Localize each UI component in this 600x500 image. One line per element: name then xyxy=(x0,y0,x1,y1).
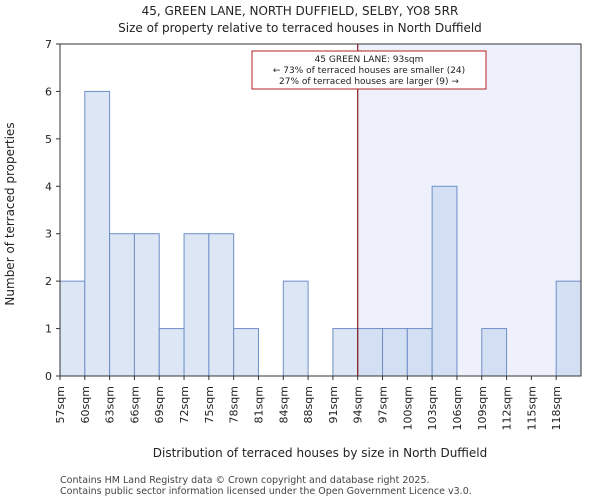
bar-60sqm xyxy=(84,90,111,377)
x-tick-label: 118sqm xyxy=(550,386,563,430)
annotation-line-1: 45 GREEN LANE: 93sqm xyxy=(315,55,424,65)
plot-frame xyxy=(59,43,582,377)
x-tick-label: 66sqm xyxy=(128,386,141,423)
larger-region-shade xyxy=(357,44,581,376)
x-tick-label: 109sqm xyxy=(476,386,489,430)
bar-103sqm xyxy=(431,185,458,377)
bar-84sqm xyxy=(282,280,309,377)
y-tick-label: 0 xyxy=(45,370,52,383)
x-tick-label: 106sqm xyxy=(451,386,464,430)
y-tick-label: 4 xyxy=(45,180,52,193)
bar-66sqm xyxy=(133,233,160,377)
y-tick-label: 1 xyxy=(45,323,52,336)
bar-109sqm xyxy=(481,328,508,377)
x-tick-label: 115sqm xyxy=(525,386,538,430)
chart-title: 45, GREEN LANE, NORTH DUFFIELD, SELBY, Y… xyxy=(142,4,459,18)
footer-line-1: Contains HM Land Registry data © Crown c… xyxy=(60,475,430,486)
x-tick-label: 81sqm xyxy=(252,386,265,423)
annotation-line-3: 27% of terraced houses are larger (9) → xyxy=(279,77,459,87)
chart-subtitle: Size of property relative to terraced ho… xyxy=(118,21,482,35)
x-tick-label: 63sqm xyxy=(104,386,117,423)
bar-118sqm xyxy=(555,280,582,377)
annotation-line-2: ← 73% of terraced houses are smaller (24… xyxy=(273,66,465,76)
y-tick-label: 2 xyxy=(45,275,52,288)
x-tick-label: 78sqm xyxy=(228,386,241,423)
bar-69sqm xyxy=(158,328,185,377)
x-axis-label: Distribution of terraced houses by size … xyxy=(153,446,488,460)
x-tick-label: 91sqm xyxy=(327,386,340,423)
bar-78sqm xyxy=(233,328,259,377)
x-tick-label: 84sqm xyxy=(277,386,290,423)
y-tick-label: 3 xyxy=(45,228,52,241)
bar-100sqm xyxy=(406,328,433,377)
y-tick-label: 6 xyxy=(45,85,52,98)
annotation-box: 45 GREEN LANE: 93sqm ← 73% of terraced h… xyxy=(251,50,487,90)
x-tick-label: 97sqm xyxy=(377,386,390,423)
y-tick-label: 7 xyxy=(45,38,52,51)
x-tick-label: 69sqm xyxy=(153,386,166,423)
x-tick-label: 112sqm xyxy=(501,386,514,430)
x-tick-label: 75sqm xyxy=(203,386,216,423)
bar-72sqm xyxy=(183,233,210,377)
x-tick-label: 94sqm xyxy=(352,386,365,423)
bar-94sqm xyxy=(357,328,384,377)
x-tick-label: 100sqm xyxy=(401,386,414,430)
x-tick-label: 103sqm xyxy=(426,386,439,430)
x-tick-label: 60sqm xyxy=(79,386,92,423)
x-tick-label: 57sqm xyxy=(54,386,67,423)
footer-line-2: Contains public sector information licen… xyxy=(60,486,472,497)
x-tick-label: 88sqm xyxy=(302,386,315,423)
x-tick-label: 72sqm xyxy=(178,386,191,423)
y-tick-label: 5 xyxy=(45,133,52,146)
bar-63sqm xyxy=(109,233,135,377)
bar-75sqm xyxy=(208,233,235,377)
bar-91sqm xyxy=(332,328,359,377)
bar-57sqm xyxy=(59,280,86,377)
y-axis-label: Number of terraced properties xyxy=(3,122,17,305)
bar-97sqm xyxy=(382,328,408,377)
